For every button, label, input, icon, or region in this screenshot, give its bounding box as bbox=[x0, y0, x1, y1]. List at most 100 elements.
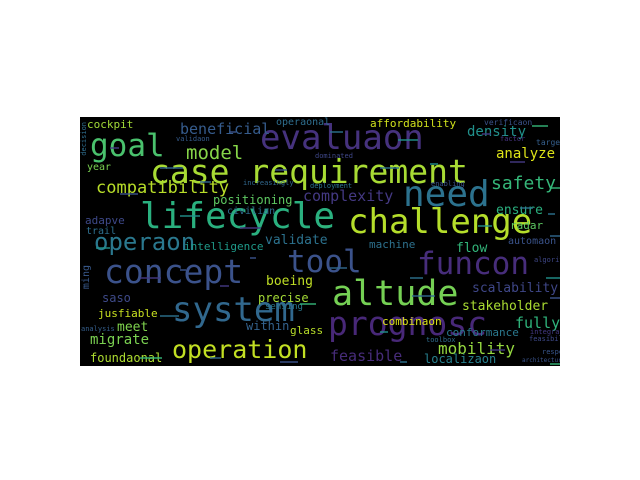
cloud-word: feasibility bbox=[529, 335, 560, 343]
cloud-filler-mark bbox=[330, 131, 343, 133]
cloud-filler-mark bbox=[320, 225, 330, 227]
cloud-word: analyze bbox=[496, 146, 556, 162]
cloud-word: goal bbox=[90, 128, 165, 164]
cloud-filler-mark bbox=[490, 349, 505, 351]
cloud-word: glass bbox=[290, 324, 324, 337]
cloud-filler-mark bbox=[240, 227, 261, 229]
cloud-word: foundaonal bbox=[90, 351, 163, 365]
cloud-filler-mark bbox=[250, 257, 256, 259]
cloud-word: respect bbox=[542, 348, 560, 356]
word-cloud: case requirement evaluaon lifecycle challen… bbox=[80, 117, 560, 366]
cloud-filler-mark bbox=[140, 357, 162, 359]
cloud-filler-mark bbox=[532, 125, 548, 127]
cloud-word: migrate bbox=[90, 332, 150, 348]
cloud-filler-mark bbox=[200, 181, 211, 183]
cloud-word: cockpit bbox=[87, 118, 134, 131]
cloud-word: sensing bbox=[265, 302, 303, 312]
cloud-filler-mark bbox=[110, 147, 119, 149]
cloud-word: beneficial bbox=[180, 120, 271, 138]
cloud-filler-mark bbox=[330, 267, 347, 269]
cloud-filler-mark bbox=[482, 133, 491, 135]
cloud-word: precise bbox=[258, 291, 309, 305]
cloud-word: automaon bbox=[508, 236, 557, 247]
cloud-word: mobility bbox=[438, 339, 516, 358]
cloud-filler-mark bbox=[380, 331, 388, 333]
cloud-filler-mark bbox=[546, 277, 560, 279]
cloud-word: year bbox=[87, 162, 112, 173]
cloud-filler-mark bbox=[140, 277, 161, 279]
cloud-word: operaonal bbox=[276, 117, 331, 128]
cloud-word: targeted bbox=[536, 138, 560, 147]
cloud-word: lifecycle bbox=[140, 196, 336, 237]
cloud-word: model bbox=[186, 142, 244, 164]
cloud-word: intelligence bbox=[184, 240, 264, 253]
cloud-word: adapve bbox=[85, 214, 125, 227]
cloud-filler-mark bbox=[412, 295, 435, 297]
cloud-word: flow bbox=[456, 241, 488, 256]
cloud-word: enabling bbox=[431, 180, 465, 188]
cloud-filler-mark bbox=[220, 285, 229, 287]
cloud-filler-mark bbox=[550, 297, 560, 299]
cloud-word: compatibility bbox=[96, 178, 230, 198]
cloud-word: civilian bbox=[227, 206, 276, 217]
cloud-filler-mark bbox=[510, 161, 525, 163]
cloud-filler-mark bbox=[160, 315, 179, 317]
cloud-filler-mark bbox=[160, 167, 183, 169]
cloud-filler-mark bbox=[120, 193, 138, 195]
cloud-word: prognosc bbox=[328, 304, 487, 343]
cloud-filler-mark bbox=[478, 225, 492, 227]
cloud-filler-mark bbox=[520, 207, 533, 209]
cloud-filler-mark bbox=[430, 163, 438, 165]
cloud-word: stakeholder bbox=[462, 299, 549, 314]
cloud-word: decision bbox=[80, 122, 88, 156]
cloud-word: factor bbox=[500, 135, 526, 143]
cloud-filler-mark bbox=[300, 303, 316, 305]
cloud-word: funcon bbox=[417, 246, 529, 282]
cloud-word: evaluaon bbox=[260, 118, 424, 158]
cloud-word: within bbox=[246, 319, 290, 333]
cloud-word: increasingly bbox=[243, 179, 294, 187]
cloud-word: localizaon bbox=[424, 352, 497, 366]
cloud-filler-mark bbox=[210, 357, 221, 359]
cloud-word: scalability bbox=[472, 281, 559, 296]
cloud-word: combinaon bbox=[382, 315, 442, 328]
cloud-word: operation bbox=[172, 335, 308, 364]
cloud-word: challenge bbox=[348, 202, 533, 242]
cloud-word: positioning bbox=[213, 193, 293, 207]
cloud-word: deployment bbox=[310, 182, 353, 190]
cloud-word: validaon bbox=[176, 135, 210, 143]
cloud-filler-mark bbox=[180, 269, 186, 271]
cloud-filler-mark bbox=[230, 131, 236, 133]
cloud-word: affordability bbox=[370, 117, 457, 130]
cloud-filler-mark bbox=[380, 167, 399, 169]
cloud-filler-mark bbox=[398, 139, 418, 141]
cloud-word: boeing bbox=[266, 274, 313, 289]
cloud-word: architectural bbox=[522, 357, 560, 364]
cloud-filler-mark bbox=[548, 213, 555, 215]
cloud-filler-mark bbox=[410, 277, 423, 279]
cloud-word: integration bbox=[530, 328, 560, 336]
cloud-word: trail bbox=[86, 226, 117, 237]
cloud-filler-mark bbox=[275, 169, 287, 171]
cloud-word: operaon bbox=[94, 228, 196, 256]
cloud-word: complexity bbox=[303, 187, 394, 205]
cloud-filler-mark bbox=[550, 363, 560, 365]
cloud-word: dominated bbox=[315, 152, 353, 160]
cloud-word: safety bbox=[491, 173, 557, 194]
cloud-word: ensure bbox=[496, 203, 543, 218]
cloud-word: meet bbox=[117, 320, 149, 335]
cloud-word: radar bbox=[510, 219, 544, 232]
cloud-word: analysis bbox=[81, 325, 115, 333]
cloud-word: conformance bbox=[446, 326, 519, 339]
cloud-word: altude bbox=[332, 274, 459, 314]
cloud-word: ming bbox=[81, 265, 92, 290]
cloud-filler-mark bbox=[550, 187, 560, 189]
cloud-word: feasible bbox=[330, 347, 403, 365]
cloud-filler-mark bbox=[400, 361, 407, 363]
cloud-word: saso bbox=[102, 291, 131, 305]
cloud-word: machine bbox=[369, 238, 416, 251]
cloud-word: toolbox bbox=[426, 336, 456, 344]
cloud-word: jusfiable bbox=[98, 307, 158, 320]
cloud-word: tool bbox=[287, 244, 362, 280]
cloud-filler-mark bbox=[96, 247, 110, 249]
